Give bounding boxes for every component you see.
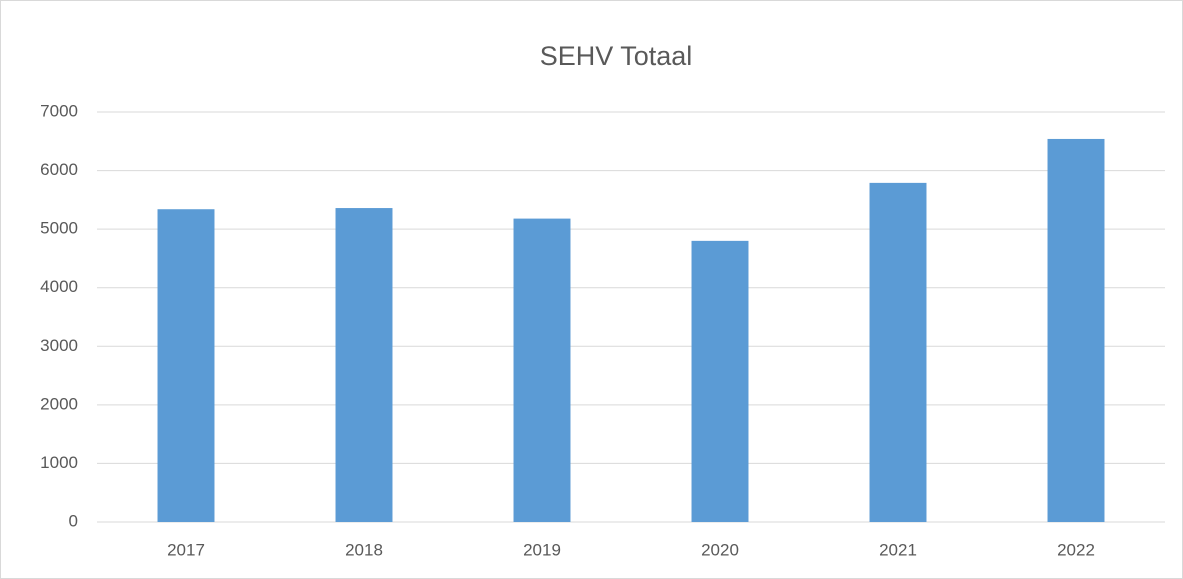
y-tick-label: 7000 bbox=[40, 101, 78, 120]
x-tick-label: 2020 bbox=[701, 540, 739, 559]
x-tick-label: 2019 bbox=[523, 540, 561, 559]
x-tick-label: 2021 bbox=[879, 540, 917, 559]
y-tick-label: 1000 bbox=[40, 453, 78, 472]
bar bbox=[513, 218, 571, 522]
x-tick-label: 2018 bbox=[345, 540, 383, 559]
y-tick-label: 0 bbox=[69, 511, 78, 530]
x-tick-label: 2022 bbox=[1057, 540, 1095, 559]
bar bbox=[869, 182, 927, 522]
bar bbox=[1047, 138, 1105, 522]
y-tick-label: 5000 bbox=[40, 219, 78, 238]
bar bbox=[157, 209, 215, 522]
y-tick-label: 6000 bbox=[40, 160, 78, 179]
bar bbox=[691, 240, 749, 522]
bar bbox=[335, 208, 393, 523]
y-tick-label: 2000 bbox=[40, 394, 78, 413]
chart-title: SEHV Totaal bbox=[540, 41, 693, 71]
y-tick-label: 4000 bbox=[40, 277, 78, 296]
x-tick-label: 2017 bbox=[167, 540, 205, 559]
y-tick-label: 3000 bbox=[40, 336, 78, 355]
